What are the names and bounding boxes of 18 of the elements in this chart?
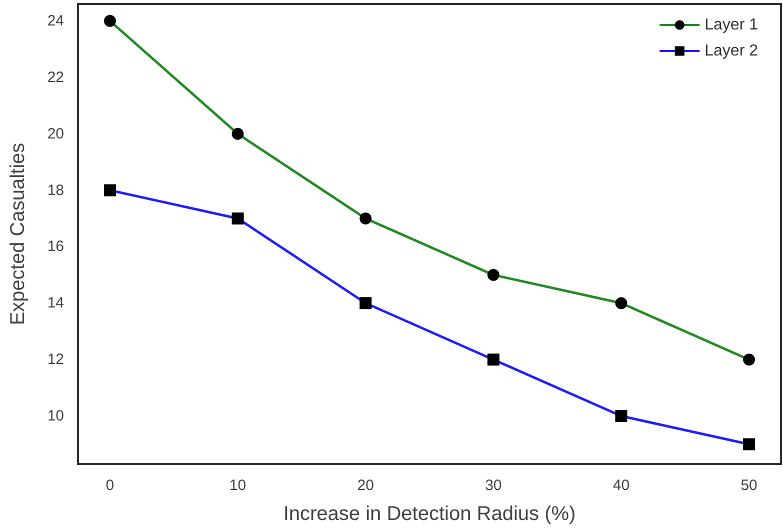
x-tick-label: 50 bbox=[740, 477, 758, 494]
y-tick-label: 10 bbox=[47, 408, 64, 425]
legend-label: Layer 1 bbox=[704, 16, 758, 34]
x-tick-label: 0 bbox=[106, 477, 114, 494]
y-tick-label: 12 bbox=[47, 351, 64, 368]
y-tick-label: 16 bbox=[47, 238, 64, 256]
x-tick-label: 10 bbox=[229, 477, 246, 494]
y-tick-label: 14 bbox=[47, 294, 64, 312]
y-tick-label: 22 bbox=[47, 68, 64, 86]
y-axis-title: Expected Casualties bbox=[7, 142, 29, 326]
x-tick-label: 30 bbox=[485, 477, 502, 494]
x-tick-label: 20 bbox=[357, 477, 374, 494]
y-tick-label: 18 bbox=[47, 182, 64, 199]
y-tick-label: 24 bbox=[47, 12, 64, 30]
legend-label: Layer 2 bbox=[704, 42, 758, 60]
x-axis-title: Increase in Detection Radius (%) bbox=[283, 503, 576, 525]
x-tick-label: 40 bbox=[612, 477, 630, 494]
y-tick-label: 20 bbox=[47, 125, 64, 142]
